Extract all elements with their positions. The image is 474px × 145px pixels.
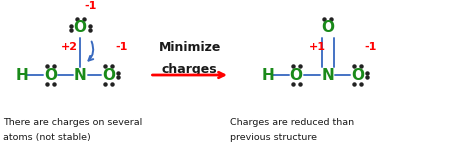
Text: Charges are reduced than: Charges are reduced than <box>230 118 354 127</box>
Text: previous structure: previous structure <box>230 133 317 142</box>
Text: O: O <box>44 68 57 83</box>
Text: +2: +2 <box>61 42 78 52</box>
Text: O: O <box>351 68 364 83</box>
Text: There are charges on several: There are charges on several <box>3 118 142 127</box>
Text: H: H <box>16 68 28 83</box>
Text: H: H <box>261 68 274 83</box>
Text: -1: -1 <box>116 42 128 52</box>
Text: O: O <box>73 20 87 35</box>
Text: atoms (not stable): atoms (not stable) <box>3 133 91 142</box>
Text: N: N <box>321 68 334 83</box>
Text: N: N <box>74 68 86 83</box>
Text: -1: -1 <box>84 1 97 11</box>
Text: O: O <box>321 20 334 35</box>
Text: O: O <box>102 68 115 83</box>
Text: +1: +1 <box>309 42 326 52</box>
Text: -1: -1 <box>365 42 377 52</box>
Text: O: O <box>290 68 302 83</box>
Text: Minimize: Minimize <box>158 41 221 54</box>
Text: charges: charges <box>162 63 218 76</box>
